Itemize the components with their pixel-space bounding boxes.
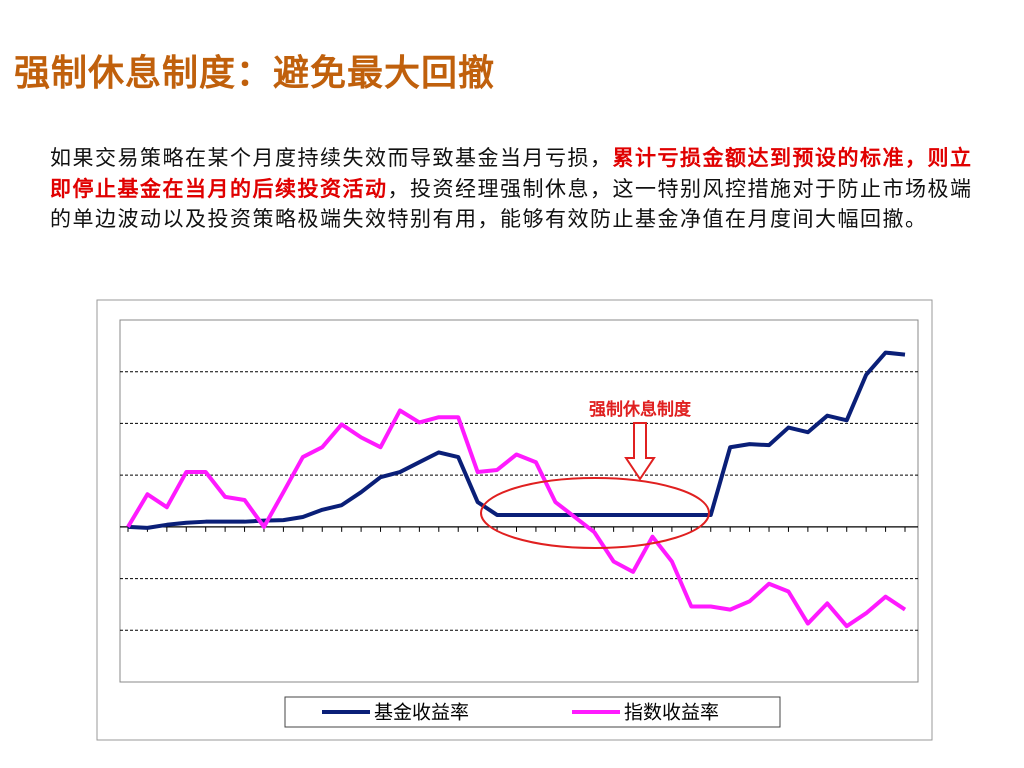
annotation-ellipse [480, 477, 710, 549]
legend-label: 指数收益率 [624, 702, 719, 724]
plot-area [119, 319, 919, 683]
series-line [126, 408, 907, 629]
text: ，投资经理强制休息，这一特别风控措施对于防止市场极端的单边波动以及投资策略极端失… [50, 176, 973, 232]
legend-label: 基金收益率 [374, 702, 469, 724]
annotation-text: 强制休息制度 [589, 399, 692, 420]
paragraph: 如果交易策略在某个月度持续失效而导致基金当月亏损，累计亏损金额达到预设的标准，则… [50, 143, 990, 235]
emphasis-text: 累计亏损金额达到预设的标准，则立即停止基金在当月的后续投资活动 [50, 145, 973, 201]
slide-title: 强制休息制度：避免最大回撤 [14, 52, 496, 94]
annotation-arrow [624, 422, 656, 481]
text: 如果交易策略在某个月度持续失效而导致基金当月亏损， [50, 146, 613, 170]
